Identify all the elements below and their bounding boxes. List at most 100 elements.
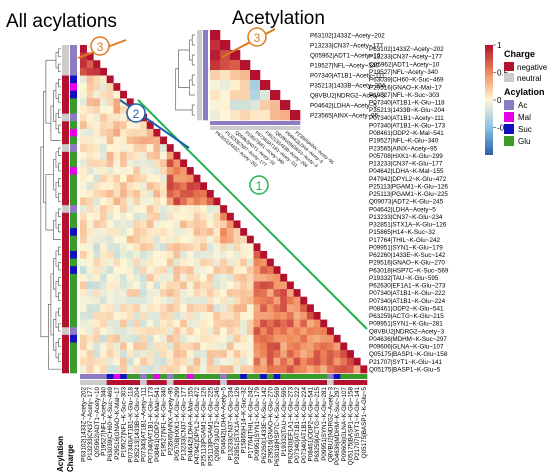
acet-row-label: Q8VBU2|NDRG2~Acety~3 [310,92,386,99]
heatmap-cell [100,342,107,351]
heatmap-cell [153,327,161,336]
charge-cell-row [62,334,69,343]
heatmap-cell [126,266,134,275]
heatmap-cell [186,205,194,214]
heatmap-cell [200,357,208,366]
heatmap-cell [93,189,101,198]
heatmap-cell [293,327,301,336]
charge-cell-row [62,151,69,160]
charge-cell-row [62,319,69,328]
heatmap-cell [173,266,181,275]
acylation-cell-row [70,136,77,145]
acylation-cell-row [70,273,77,282]
heatmap-cell [160,174,168,183]
dendrogram-branch [58,353,61,362]
heatmap-cell [93,327,101,336]
heatmap-cell [106,334,114,343]
colorbar-tick-label: 0 [497,96,502,105]
heatmap-cell [206,220,214,229]
acylation-cell-row [70,67,77,76]
heatmap-cell [106,243,114,252]
charge-cell-row [62,357,69,366]
heatmap-cell [113,342,121,351]
heatmap-cell [93,228,101,236]
heatmap-cell [153,144,161,153]
heatmap-cell [113,334,121,343]
heatmap-cell [120,220,128,229]
acetylation-cell [220,90,231,101]
acylation-cell-col [300,374,308,379]
charge-cell-col [253,380,261,385]
heatmap-cell [193,296,201,305]
acetylation-cell [250,80,261,91]
heatmap-cell [86,250,94,259]
acet-charge-cell [197,40,202,51]
heatmap-cell [240,266,248,275]
heatmap-cell [113,182,121,191]
dendrogram-branch [58,78,61,88]
heatmap-cell [120,159,128,168]
heatmap-cell [166,212,174,221]
heatmap-cell [180,350,188,359]
heatmap-cell [180,167,188,175]
heatmap-cell [180,311,188,320]
heatmap-cell [253,266,261,275]
main-dendrogram [40,48,61,370]
heatmap-cell [266,327,274,336]
heatmap-cell [293,334,301,343]
dendrogram-branch [191,74,195,86]
heatmap-cell [240,250,248,259]
acylation-cell-col [93,374,101,379]
heatmap-cell [86,174,94,183]
heatmap-cell [133,197,141,206]
heatmap-cell [120,212,128,221]
heatmap-cell [346,350,354,359]
charge-cell-col [280,380,288,385]
heatmap-cell [120,235,128,244]
heatmap-cell [100,205,107,214]
heatmap-cell [213,365,221,374]
column-label: P09951|SYN1~K-Glu~281 [321,387,328,461]
charge-cell-col [233,380,241,385]
heatmap-cell [233,228,241,236]
heatmap-cell [273,281,281,290]
column-label: P07340|AT1B1~K-Glu~118 [127,387,134,463]
row-label: P32851|STX1A~K-Glu~126 [369,222,447,229]
heatmap-cell [100,189,107,198]
acylation-cell-row [70,60,77,69]
charge-cell-row [62,189,69,198]
heatmap-cell [153,357,161,366]
heatmap-cell [100,98,107,107]
charge-cell-col [226,380,234,385]
acetylation-cell [220,80,231,91]
heatmap-cell [86,136,94,145]
heatmap-cell [146,289,154,298]
acylation-cell-row [70,174,77,183]
legend-label: Ac [518,101,527,110]
heatmap-cell [300,304,308,313]
heatmap-cell [100,128,107,137]
heatmap-cell [100,159,107,168]
column-label: P04642|LDHA~K-Mal~155 [187,387,194,462]
acylation-cell-row [70,289,77,298]
heatmap-cell [186,350,194,359]
heatmap-cell [133,220,141,229]
heatmap-cell [146,243,154,252]
heatmap-cell [153,151,161,160]
dendrogram-branch [58,323,61,332]
heatmap-cell [93,136,101,145]
dendrogram-branch [53,319,56,351]
heatmap-cell [246,266,254,275]
heatmap-cell [226,350,234,359]
heatmap-cell [93,250,101,259]
heatmap-cell [200,258,208,267]
acetylation-cell [280,110,291,121]
heatmap-cell [226,266,234,275]
heatmap-cell [106,289,114,298]
charge-cell-row [62,182,69,191]
heatmap-cell [206,250,214,259]
heatmap-cell [86,182,94,191]
acylation-cell-row [70,304,77,313]
heatmap-cell [226,304,234,313]
heatmap-cell [240,357,248,366]
